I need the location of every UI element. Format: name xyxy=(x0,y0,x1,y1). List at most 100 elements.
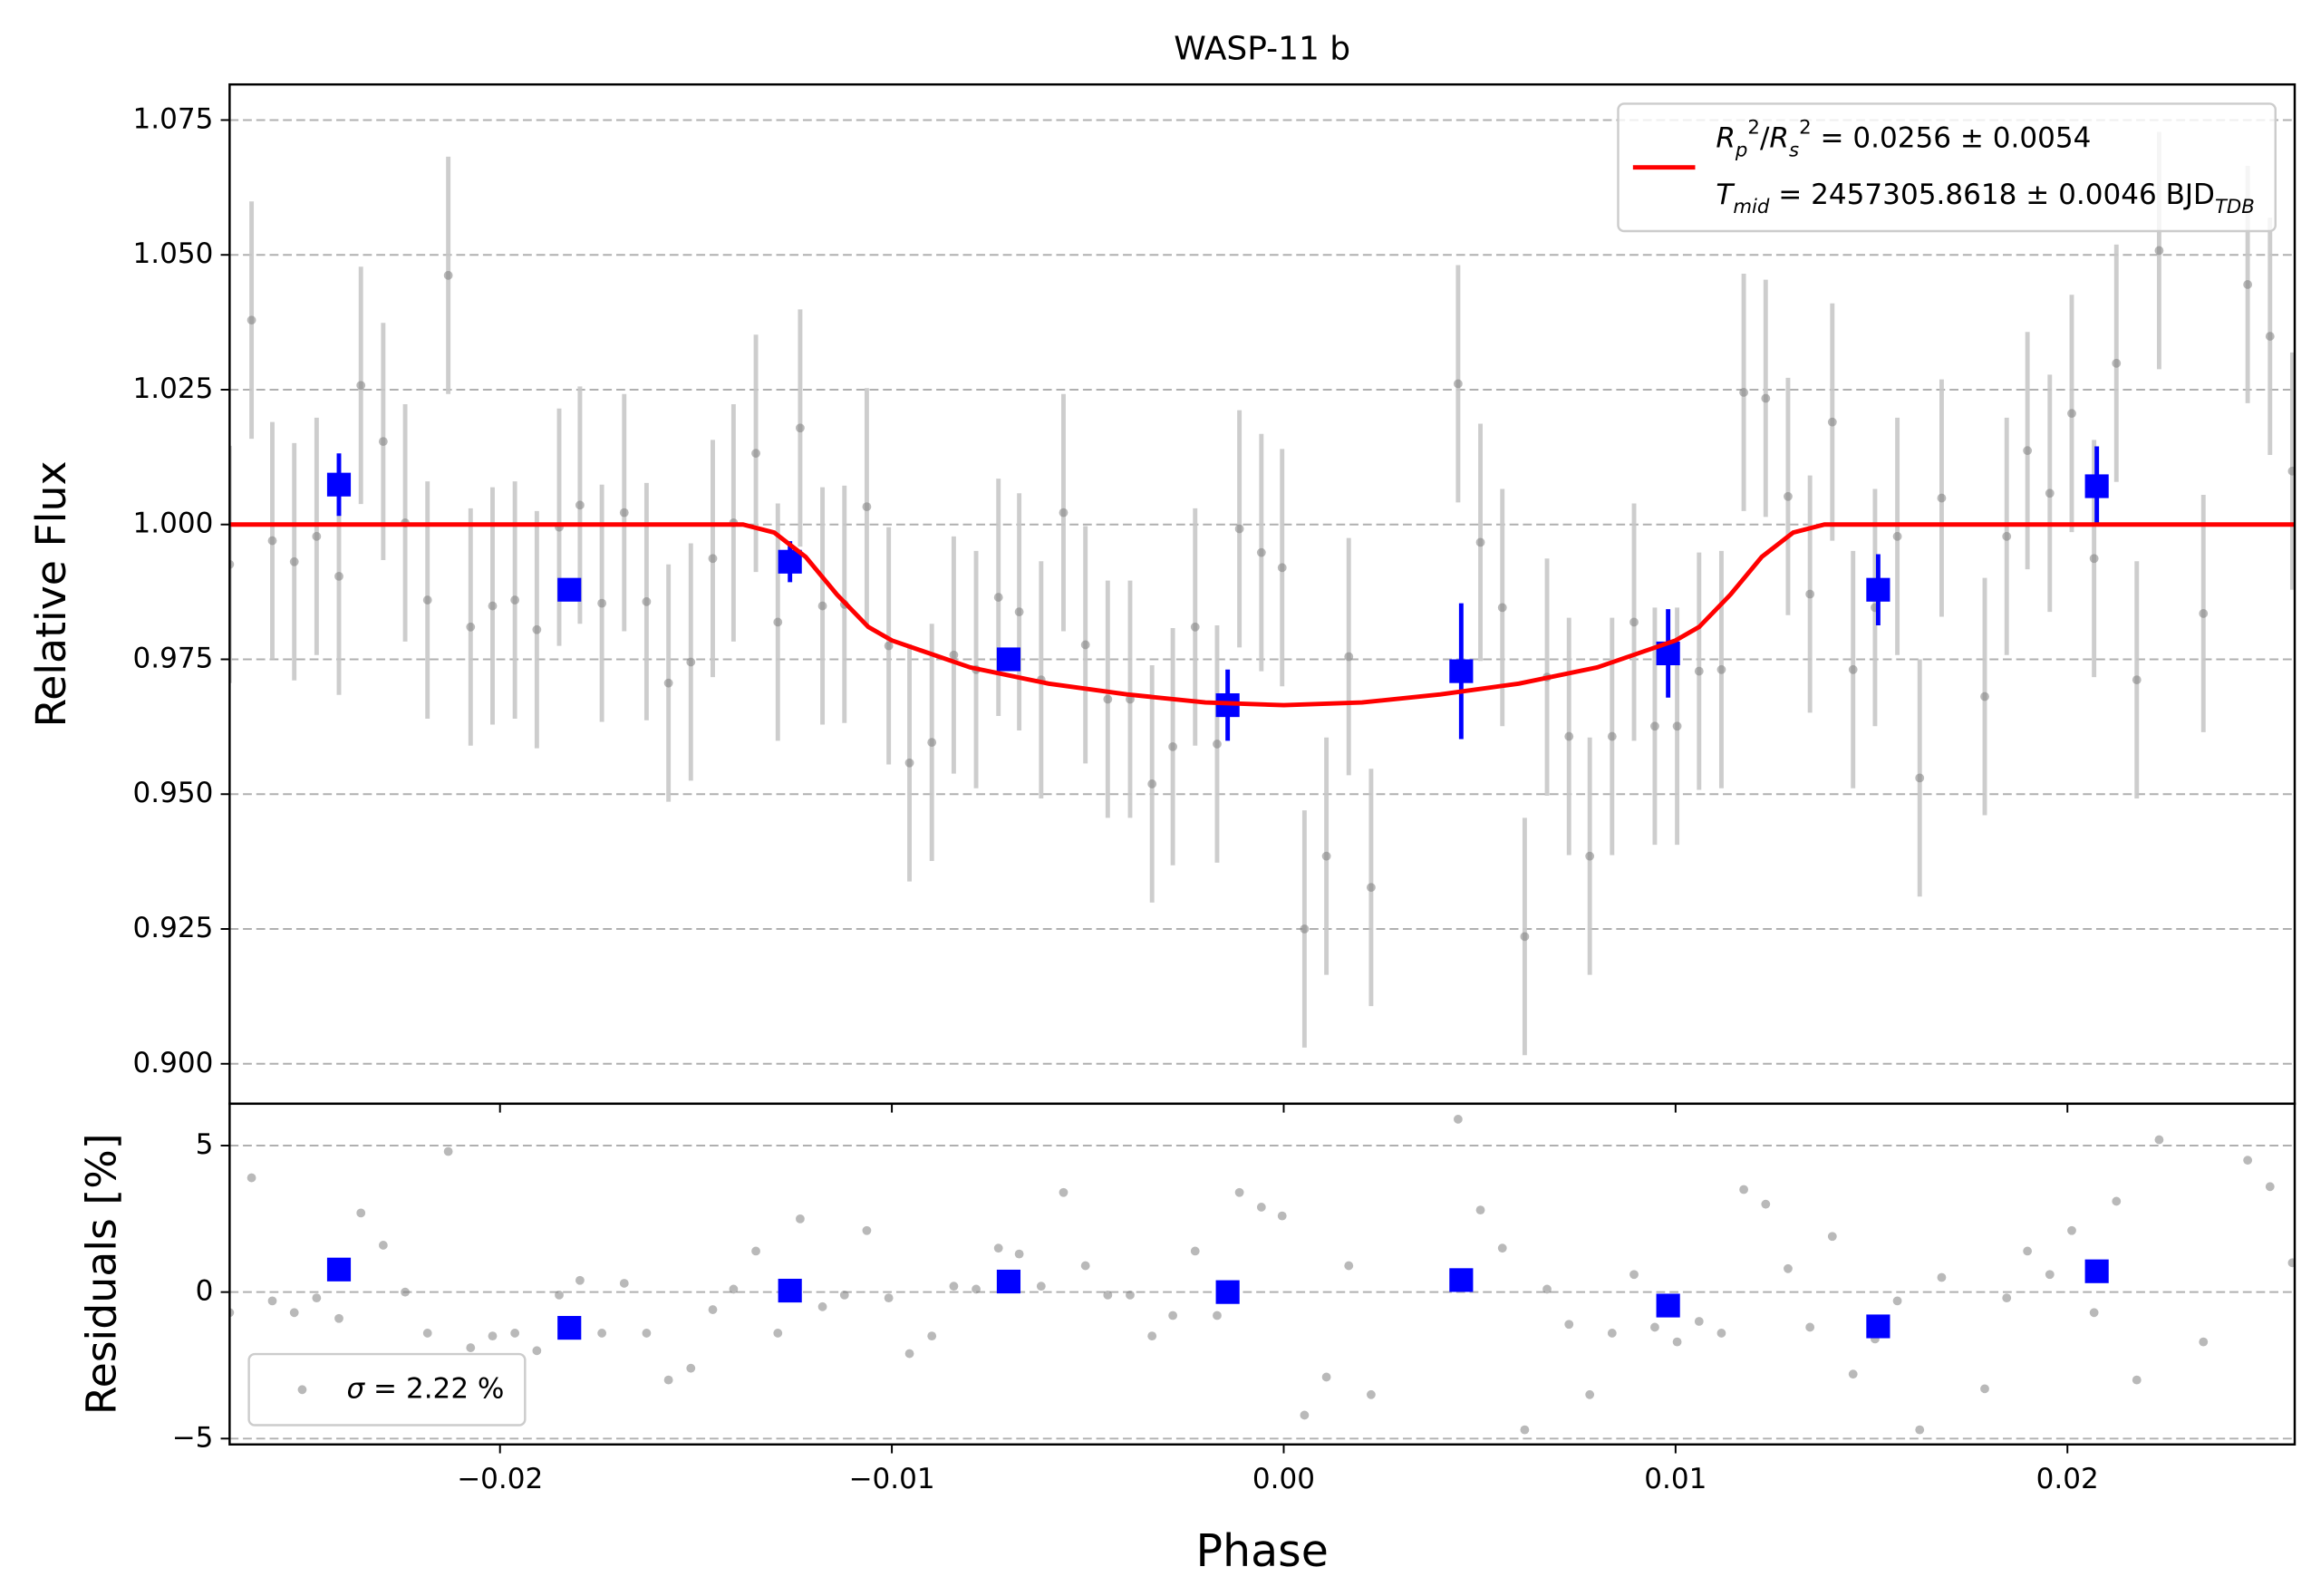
binned-point xyxy=(557,1316,582,1340)
data-point xyxy=(884,1293,894,1303)
legend-label: Tmid = 2457305.8618 ± 0.0046 BJDTDB xyxy=(1716,179,2255,218)
binned-point xyxy=(2084,1259,2109,1283)
data-point xyxy=(510,595,520,605)
binned-point xyxy=(996,647,1021,672)
data-point xyxy=(334,1313,343,1323)
y-tick-label: 1.025 xyxy=(132,372,213,405)
data-point xyxy=(993,593,1003,602)
data-point xyxy=(1520,932,1530,942)
data-point xyxy=(289,556,299,566)
data-point xyxy=(422,1329,432,1338)
data-point xyxy=(1344,1261,1354,1271)
binned-point xyxy=(326,472,352,497)
data-point xyxy=(927,1331,937,1341)
data-point xyxy=(927,738,937,748)
y-tick-label: 1.050 xyxy=(132,237,213,270)
data-point xyxy=(686,1363,696,1373)
data-point xyxy=(247,315,256,325)
legend-text-part: 2 xyxy=(1799,116,1812,139)
data-point xyxy=(1716,1329,1726,1338)
data-point xyxy=(2089,1308,2099,1318)
data-point xyxy=(422,595,432,605)
data-point xyxy=(949,1282,959,1291)
legend-text-part: R xyxy=(1716,122,1736,155)
data-point xyxy=(1321,851,1331,861)
data-point xyxy=(904,1349,914,1359)
binned-point xyxy=(1656,1293,1680,1318)
data-point xyxy=(1453,1115,1463,1124)
data-point xyxy=(1453,379,1463,389)
data-point xyxy=(1168,1311,1178,1320)
data-point xyxy=(466,622,476,632)
data-point xyxy=(2265,332,2275,341)
data-point xyxy=(1234,1187,1244,1197)
data-point xyxy=(839,1290,849,1300)
data-point xyxy=(1784,491,1793,501)
legend-text-part: TDB xyxy=(2215,195,2255,218)
data-point xyxy=(597,1329,607,1338)
data-point xyxy=(1277,1211,1287,1221)
data-point xyxy=(1937,493,1947,503)
data-point xyxy=(972,1284,981,1294)
binned-point xyxy=(778,549,802,574)
data-point xyxy=(773,617,783,627)
y-tick-label: 0.925 xyxy=(132,912,213,944)
binned-point xyxy=(1215,1280,1240,1304)
data-point xyxy=(488,1331,498,1341)
y-axis-label: Relative Flux xyxy=(27,460,75,727)
data-point xyxy=(1147,779,1157,788)
legend-text-part: σ xyxy=(346,1372,365,1405)
legend-box xyxy=(247,1352,527,1427)
data-point xyxy=(1059,1187,1068,1197)
binned-point xyxy=(557,577,582,602)
data-point xyxy=(1650,721,1659,731)
data-point xyxy=(289,1308,299,1318)
data-point xyxy=(2287,466,2296,476)
data-point xyxy=(686,657,696,667)
x-tick-label: 0.02 xyxy=(2036,1463,2099,1495)
data-point xyxy=(1980,1384,1989,1394)
data-point xyxy=(401,1287,410,1297)
data-point xyxy=(1344,652,1354,662)
data-point xyxy=(663,678,673,688)
data-point xyxy=(378,437,388,447)
data-point xyxy=(2067,409,2076,419)
data-point xyxy=(619,508,629,517)
y-tick-label: 0.975 xyxy=(132,642,213,674)
data-point xyxy=(1672,721,1682,731)
data-point xyxy=(356,381,366,391)
data-point xyxy=(1761,393,1771,403)
data-point xyxy=(466,1343,476,1352)
plot-area xyxy=(229,1115,2296,1440)
binned-point xyxy=(996,1269,1021,1294)
legend-label: σ = 2.22 % xyxy=(346,1372,504,1405)
data-point xyxy=(1650,1322,1659,1332)
legend-text-part: 2 xyxy=(1747,116,1760,139)
data-point xyxy=(1716,664,1726,674)
data-point xyxy=(356,1208,366,1218)
data-point xyxy=(1080,1261,1090,1271)
data-point xyxy=(334,571,343,581)
data-point xyxy=(1694,1317,1704,1326)
legend: σ = 2.22 % xyxy=(247,1352,527,1427)
data-point xyxy=(1036,1282,1046,1291)
legend-text-part: = 2457305.8618 ± 0.0046 BJD xyxy=(1769,179,2215,211)
data-point xyxy=(1672,1337,1682,1347)
data-point xyxy=(817,601,827,611)
data-point xyxy=(1300,1410,1310,1420)
data-point xyxy=(443,270,453,280)
data-point xyxy=(751,449,760,459)
data-point xyxy=(993,1243,1003,1253)
binned-point xyxy=(2084,474,2109,498)
data-point xyxy=(1520,1425,1530,1435)
data-point xyxy=(884,641,894,651)
data-point xyxy=(1147,1331,1157,1341)
data-point xyxy=(2045,1270,2055,1280)
data-point xyxy=(510,1329,520,1338)
data-point xyxy=(642,1329,652,1338)
data-point xyxy=(575,1275,585,1285)
data-point xyxy=(1126,1290,1135,1300)
data-point xyxy=(1014,1249,1024,1259)
data-point xyxy=(532,1346,542,1356)
